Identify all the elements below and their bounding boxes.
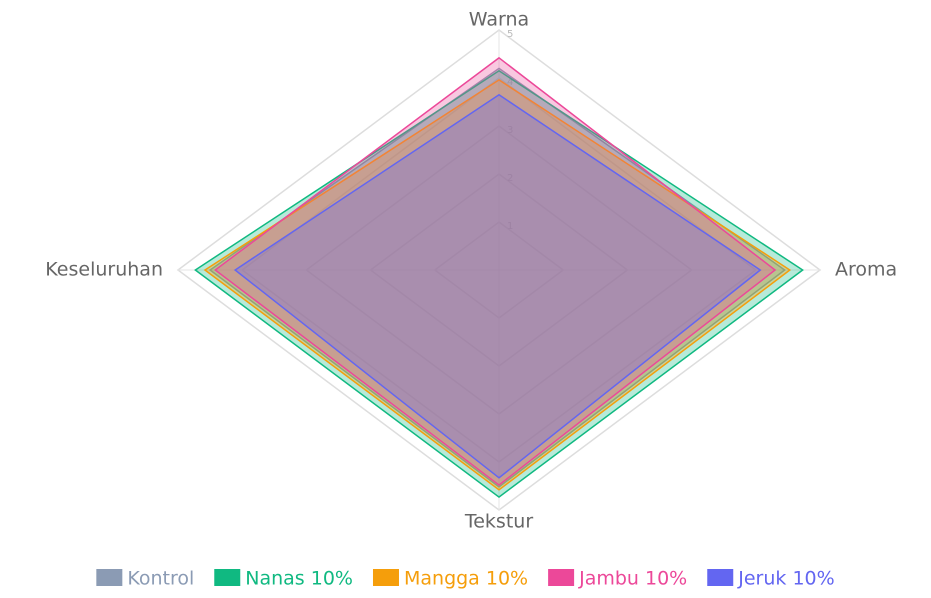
r-tick-label: 5 (507, 29, 513, 40)
axis-label: Tekstur (464, 511, 533, 533)
r-tick-label: 2 (507, 173, 513, 184)
series-area (233, 93, 762, 479)
axis-label: Aroma (835, 259, 897, 281)
r-tick-label: 1 (507, 221, 513, 232)
r-tick-label: 4 (507, 77, 513, 88)
series-area (213, 56, 777, 486)
legend-label: Kontrol (127, 568, 194, 590)
legend-swatch (214, 569, 241, 586)
legend-label: Mangga 10% (404, 568, 528, 590)
legend-swatch (707, 569, 734, 586)
legend-swatch (96, 569, 123, 586)
legend-label: Jeruk 10% (737, 568, 834, 590)
axis-label: Warna (469, 9, 529, 31)
r-tick-label: 3 (507, 125, 513, 136)
legend-swatch (372, 569, 399, 586)
legend-label: Jambu 10% (578, 568, 687, 590)
legend-swatch (548, 569, 575, 586)
axis-label: Keseluruhan (45, 259, 163, 281)
legend-label: Nanas 10% (245, 568, 353, 590)
legend: Kontrol Nanas 10% Mangga 10% Jambu 10% Jeruk… (96, 568, 835, 590)
